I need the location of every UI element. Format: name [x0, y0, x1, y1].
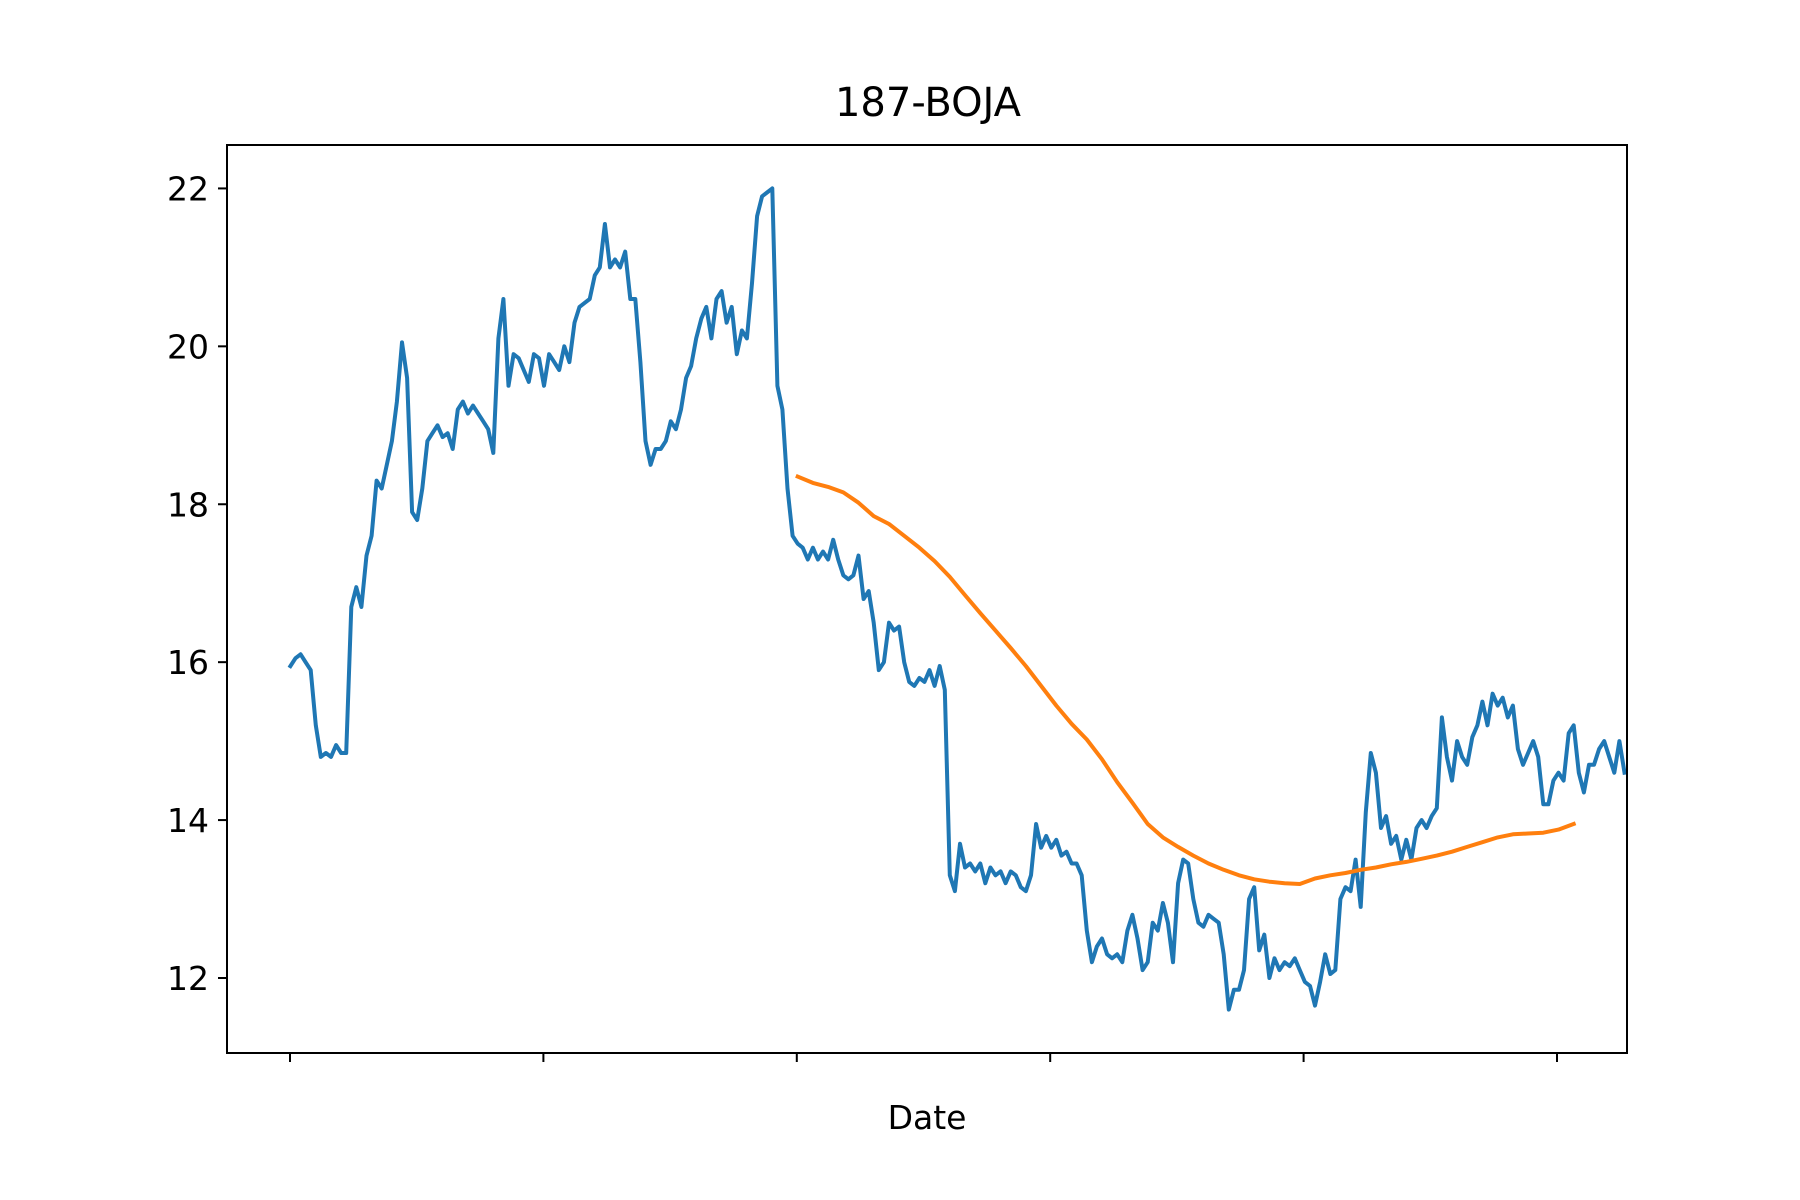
y-tick-label: 22 [167, 169, 209, 208]
x-axis [289, 1053, 1558, 1062]
plot-area [287, 186, 1627, 1012]
x-axis-label: Date [888, 1098, 967, 1137]
y-axis: 12 14 16 18 20 22 [167, 169, 227, 998]
y-tick-label: 18 [167, 485, 209, 524]
y-tick-label: 12 [167, 959, 209, 998]
y-tick-label: 16 [167, 643, 209, 682]
series-line-2 [795, 473, 1577, 886]
y-tick-label: 14 [167, 801, 209, 840]
y-tick-label: 20 [167, 327, 209, 366]
series-line-1 [287, 186, 1627, 1012]
chart-title: 187-BOJA [835, 80, 1022, 126]
plot-frame [226, 144, 1628, 1054]
